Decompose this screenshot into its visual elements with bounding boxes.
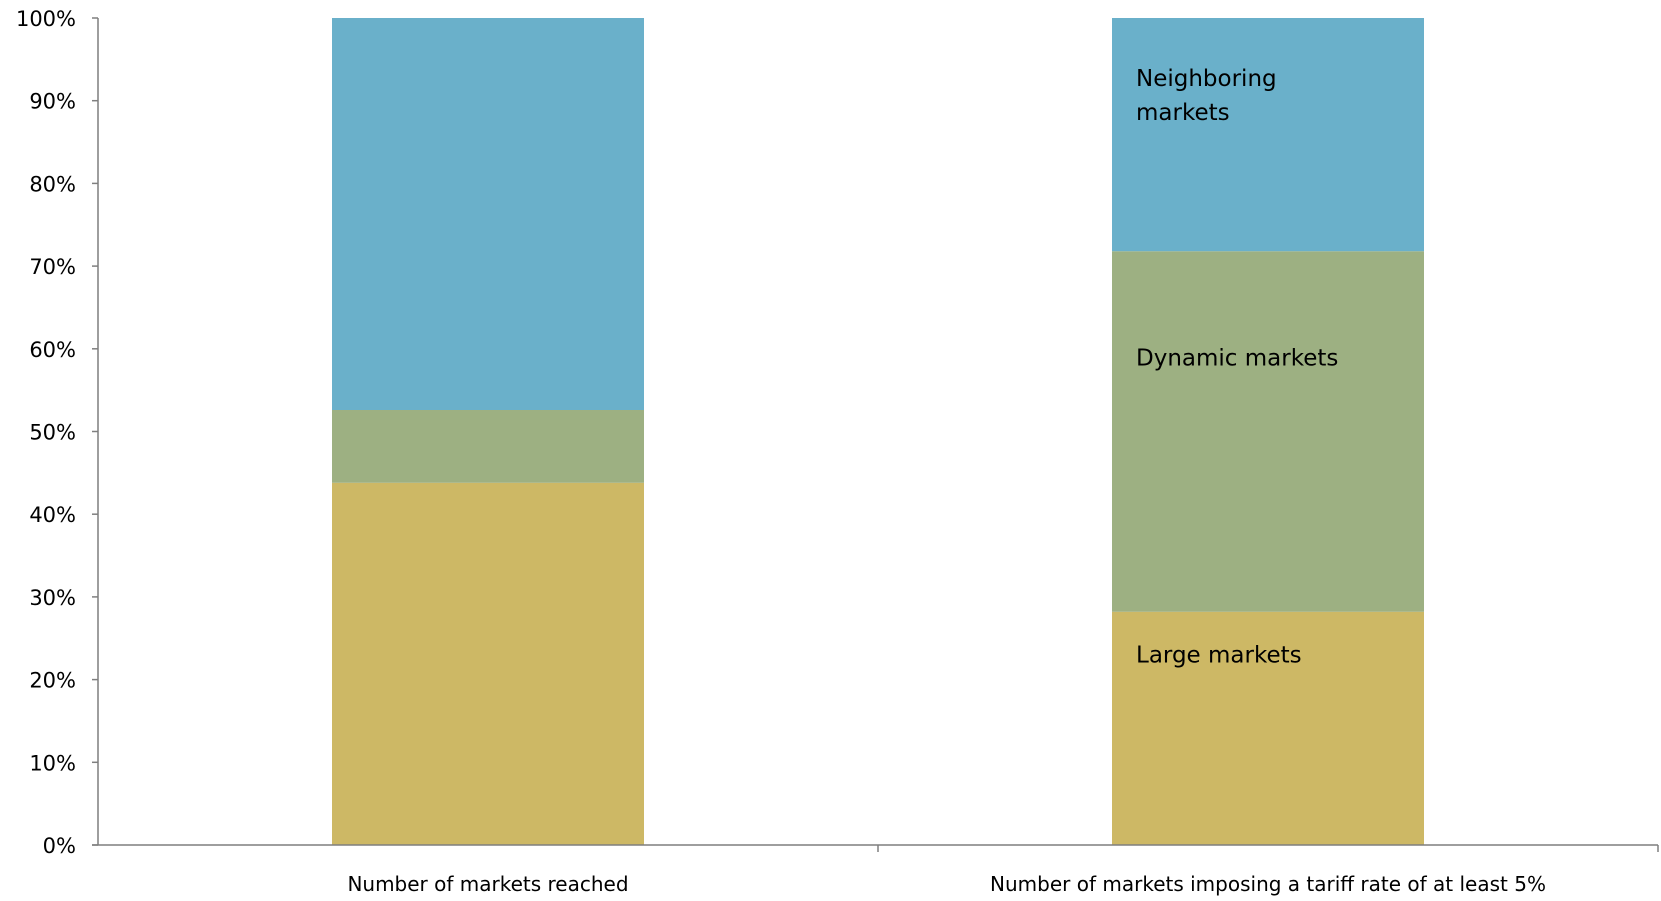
y-tick-label: 0% xyxy=(43,834,76,858)
bar-neighboring-markets-1 xyxy=(332,18,644,410)
bar-large-markets-1 xyxy=(332,482,644,845)
y-tick-label: 70% xyxy=(29,255,76,279)
y-tick-label: 20% xyxy=(29,669,76,693)
bar-dynamic-markets-2 xyxy=(1112,251,1424,612)
y-tick-label: 40% xyxy=(29,503,76,527)
segment-label-layer: Neighboring markets Dynamic markets Large m… xyxy=(1136,66,1338,668)
y-tick-label: 10% xyxy=(29,751,76,775)
y-tick-label: 90% xyxy=(29,90,76,114)
axes-layer: 0% 10% 20% 30% 40% 50% 60% 70% 80% 90% 100% Number … xyxy=(16,7,1659,896)
y-tick-label: 60% xyxy=(29,338,76,362)
segment-label-large-markets: Large markets xyxy=(1136,642,1302,668)
bar-large-markets-2 xyxy=(1112,611,1424,845)
x-category-label: Number of markets reached xyxy=(347,872,628,896)
segment-label-neighboring-markets: Neighboring markets xyxy=(1136,66,1277,126)
y-tick-label: 80% xyxy=(29,172,76,196)
y-tick-label: 30% xyxy=(29,586,76,610)
y-tick-label: 50% xyxy=(29,421,76,445)
bar-neighboring-markets-2 xyxy=(1112,18,1424,252)
x-category-label: Number of markets imposing a tariff rate… xyxy=(990,872,1546,896)
bar-layer xyxy=(332,18,1424,845)
y-tick-label: 100% xyxy=(16,7,76,31)
segment-label-dynamic-markets: Dynamic markets xyxy=(1136,346,1338,372)
bar-dynamic-markets-1 xyxy=(332,409,644,483)
